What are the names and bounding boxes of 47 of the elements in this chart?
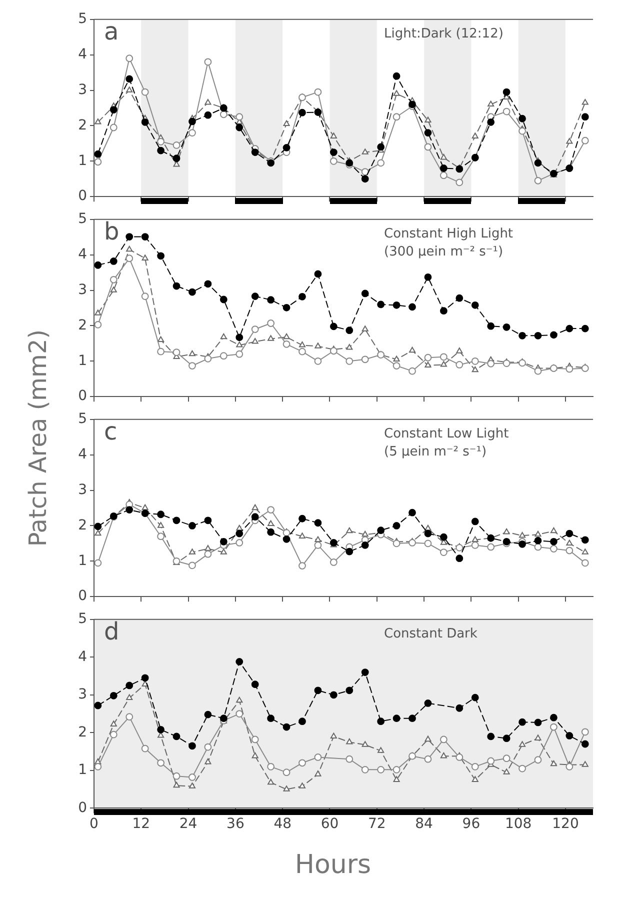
y-tick-label: 4 xyxy=(78,648,88,665)
y-tick-label: 3 xyxy=(78,282,87,298)
x-tick-label: 36 xyxy=(226,816,244,832)
y-tick-label: 4 xyxy=(78,246,88,262)
y-tick-label: 3 xyxy=(78,482,87,498)
y-tick-label: 4 xyxy=(78,46,88,62)
annotation: d xyxy=(104,618,120,646)
y-tick-label: 1 xyxy=(78,552,87,569)
annotation: Constant Low Light xyxy=(384,426,509,442)
x-tick-label: 72 xyxy=(368,816,386,832)
annotation: (300 μein m⁻² s⁻¹) xyxy=(384,244,504,260)
y-tick-label: 5 xyxy=(78,211,87,228)
x-tick-label: 96 xyxy=(462,816,480,832)
x-tick-label: 24 xyxy=(179,816,198,832)
annotation: Constant Dark xyxy=(384,626,478,642)
y-tick-label: 0 xyxy=(78,388,87,404)
y-tick-label: 1 xyxy=(78,762,87,778)
y-tick-label: 3 xyxy=(78,686,87,703)
y-tick-label: 2 xyxy=(78,724,87,740)
x-tick-label: 0 xyxy=(90,816,98,832)
x-axis-title: Hours xyxy=(294,850,372,880)
y-tick-label: 1 xyxy=(78,152,87,169)
y-tick-label: 1 xyxy=(78,352,87,369)
y-tick-label: 3 xyxy=(78,82,87,98)
x-tick-label: 84 xyxy=(415,816,434,832)
y-tick-label: 2 xyxy=(78,117,87,134)
y-tick-label: 2 xyxy=(78,517,87,534)
y-tick-label: 0 xyxy=(78,800,87,816)
annotation: Light:Dark (12:12) xyxy=(384,26,504,42)
x-tick-label: 120 xyxy=(552,816,579,832)
x-tick-label: 12 xyxy=(132,816,150,832)
x-tick-label: 60 xyxy=(320,816,339,832)
y-tick-label: 5 xyxy=(78,11,87,28)
annotation: Constant High Light xyxy=(384,226,514,242)
y-axis-title: Patch Area (mm2) xyxy=(24,329,52,547)
y-tick-label: 0 xyxy=(78,188,87,204)
y-tick-label: 0 xyxy=(78,588,87,604)
y-tick-label: 4 xyxy=(78,446,88,462)
y-tick-label: 5 xyxy=(78,611,87,628)
y-tick-label: 5 xyxy=(78,411,87,428)
x-tick-label: 108 xyxy=(504,816,532,832)
annotation: c xyxy=(104,418,118,446)
x-tick-label: 48 xyxy=(274,816,292,832)
annotation: b xyxy=(104,218,120,246)
annotation: a xyxy=(104,18,119,46)
annotation: (5 μein m⁻² s⁻¹) xyxy=(384,444,487,460)
y-tick-label: 2 xyxy=(78,317,87,334)
